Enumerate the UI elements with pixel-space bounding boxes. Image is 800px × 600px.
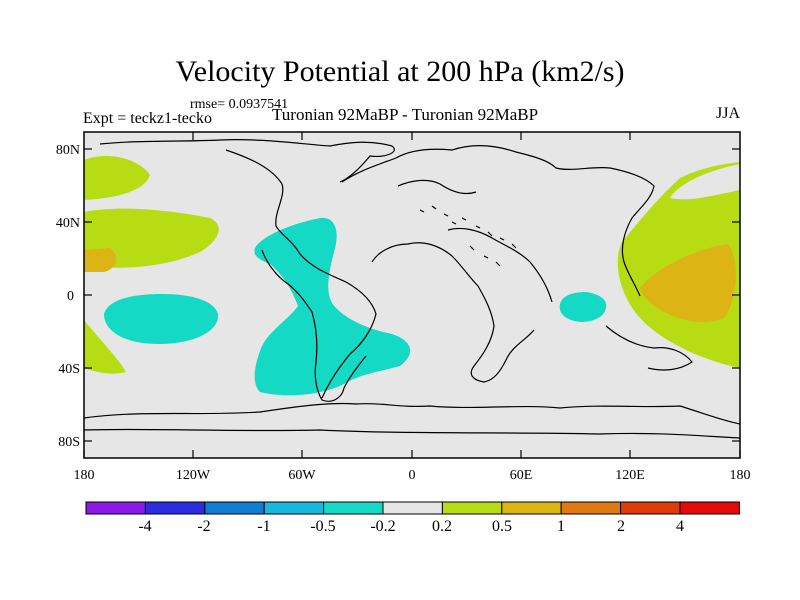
colorbar-swatch	[679, 501, 740, 515]
lon-tick-label: 60W	[288, 468, 316, 483]
lat-tick-label: 80S	[58, 435, 80, 450]
positive-region	[84, 155, 150, 200]
colorbar	[85, 501, 740, 515]
island-coastlines	[419, 205, 517, 267]
colorbar-swatch	[263, 501, 325, 515]
negative-region	[254, 217, 411, 396]
colorbar-swatch	[441, 501, 503, 515]
coastline	[83, 428, 741, 439]
lon-tick-label: 180	[74, 468, 95, 483]
coastline	[261, 249, 367, 402]
positive-region-mid	[84, 248, 117, 272]
negative-region	[104, 294, 219, 344]
lat-tick-label: 40N	[56, 216, 80, 231]
negative-regions	[104, 217, 607, 396]
coastline	[371, 242, 535, 383]
colorbar-swatch	[85, 501, 146, 515]
colorbar-label: 2	[617, 518, 625, 535]
coastline	[341, 145, 655, 297]
gap-region	[670, 164, 740, 200]
colorbar-label: 0.5	[492, 518, 512, 535]
positive-region-mid	[640, 244, 736, 323]
coastlines	[83, 139, 741, 439]
positive-regions	[84, 155, 740, 374]
positive-region	[84, 320, 126, 374]
lat-tick-label: 80N	[56, 143, 80, 158]
colorbar-swatch	[560, 501, 622, 515]
colorbar-swatch	[620, 501, 681, 515]
lon-tick-label: 120W	[176, 468, 211, 483]
coastline	[99, 139, 395, 183]
colorbar-label: -1	[257, 518, 271, 535]
lon-tick-label: 0	[409, 468, 416, 483]
lon-tick-labels: 180 120W 60W 0 60E 120E 180	[74, 468, 751, 483]
colorbar-swatch	[323, 501, 384, 515]
season-label: JJA	[716, 105, 741, 122]
colorbar-swatch	[501, 501, 562, 515]
coastline	[605, 325, 693, 371]
colorbar-swatch	[382, 501, 443, 515]
axis-ticks	[83, 132, 741, 458]
colorbar-swatch	[144, 501, 206, 515]
lon-tick-label: 180	[730, 468, 751, 483]
coastline	[397, 179, 477, 195]
colorbar-label: -2	[197, 518, 211, 535]
lat-tick-labels: 80N 40N 0 40S 80S	[56, 143, 80, 450]
colorbar-swatch	[204, 501, 265, 515]
lat-tick-label: 0	[67, 289, 74, 304]
map-title: Velocity Potential at 200 hPa (km2/s)	[175, 55, 625, 88]
colorbar-label: 4	[676, 518, 684, 535]
coastline	[225, 149, 377, 399]
colorbar-label: -0.2	[370, 518, 396, 535]
subtitle-label: Turonian 92MaBP - Turonian 92MaBP	[272, 105, 539, 124]
colorbar-label: -4	[138, 518, 152, 535]
rmse-label: rmse= 0.0937541	[190, 97, 289, 112]
positive-region	[84, 208, 219, 268]
colorbar-label: 1	[557, 518, 565, 535]
colorbar-label: -0.5	[310, 518, 336, 535]
lon-tick-label: 120E	[615, 468, 645, 483]
negative-region	[559, 292, 607, 322]
coastline	[447, 227, 553, 303]
lon-tick-label: 60E	[510, 468, 533, 483]
experiment-label: Expt = teckz1-tecko	[83, 110, 212, 127]
colorbar-label: 0.2	[432, 518, 452, 535]
lat-tick-label: 40S	[58, 362, 80, 377]
coastline	[83, 402, 741, 425]
